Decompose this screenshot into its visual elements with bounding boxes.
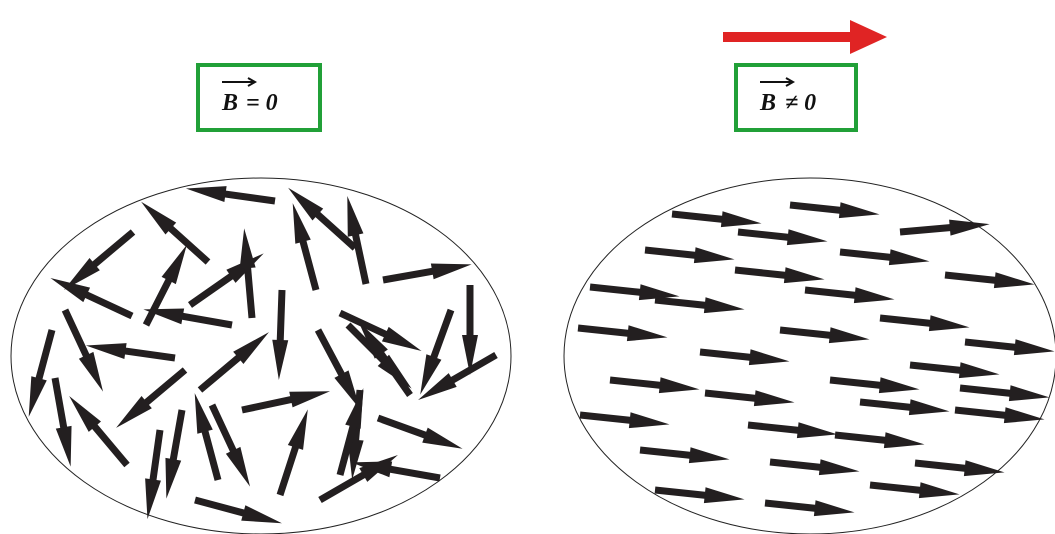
- page: B = 0 B ≠ 0: [0, 0, 1055, 534]
- moment-arrow: [654, 482, 745, 507]
- aligned-moments: [577, 197, 1055, 520]
- label-vector: B: [221, 90, 238, 116]
- moment-arrow: [964, 334, 1055, 359]
- moment-arrow: [671, 206, 762, 231]
- moment-arrow: [639, 442, 730, 467]
- moment-arrow: [769, 454, 860, 479]
- moment-arrow: [47, 377, 78, 468]
- moment-arrow: [944, 267, 1035, 292]
- moment-arrow: [316, 448, 402, 507]
- moment-arrow: [21, 328, 60, 419]
- moment-arrow: [734, 262, 825, 287]
- label-relation: ≠ 0: [785, 90, 816, 116]
- label-relation: = 0: [246, 90, 278, 116]
- moment-arrow: [839, 244, 930, 269]
- moment-arrow: [859, 394, 950, 419]
- moment-arrow: [879, 310, 970, 335]
- moment-arrow: [747, 417, 838, 442]
- moment-arrow: [579, 407, 670, 432]
- moment-arrow: [577, 320, 668, 345]
- moment-arrow: [954, 402, 1045, 427]
- moment-arrow: [240, 383, 331, 417]
- moment-arrow: [205, 402, 258, 490]
- moment-arrow: [85, 338, 176, 366]
- moment-arrow: [869, 477, 960, 502]
- moment-arrow: [764, 495, 855, 520]
- label-vector: B: [759, 90, 776, 116]
- moment-arrow: [272, 407, 315, 498]
- moment-arrow: [789, 197, 880, 222]
- moment-arrow: [609, 372, 700, 397]
- moment-arrow: [140, 429, 168, 520]
- moment-arrow: [804, 282, 895, 307]
- moment-arrow: [829, 372, 920, 397]
- moment-arrow: [271, 290, 290, 381]
- diagram: B = 0 B ≠ 0: [0, 0, 1055, 534]
- vector-arrow: [222, 78, 255, 86]
- moment-arrow: [47, 271, 135, 324]
- moment-arrow: [63, 391, 133, 470]
- moment-arrow: [193, 492, 284, 531]
- moment-arrow: [909, 357, 1000, 382]
- field-arrow: [723, 20, 887, 54]
- moment-arrow: [375, 410, 465, 456]
- moment-arrow: [899, 216, 990, 240]
- random-moments: [21, 181, 500, 531]
- moment-arrow: [158, 409, 189, 500]
- moment-arrow: [699, 344, 790, 369]
- vector-arrow: [760, 78, 793, 86]
- sample-right: [564, 178, 1055, 534]
- moment-arrow: [644, 242, 735, 267]
- moment-arrow: [737, 224, 828, 249]
- moment-arrow: [352, 317, 417, 400]
- moment-arrow: [195, 326, 274, 396]
- moment-arrow: [185, 181, 276, 209]
- moment-arrow: [136, 196, 214, 268]
- moment-arrow: [187, 391, 226, 482]
- moment-arrow: [704, 385, 795, 410]
- moment-arrow: [382, 256, 473, 287]
- moment-arrow: [462, 285, 478, 375]
- moment-arrow: [834, 427, 925, 452]
- moment-arrow: [959, 380, 1050, 405]
- moment-arrow: [779, 322, 870, 347]
